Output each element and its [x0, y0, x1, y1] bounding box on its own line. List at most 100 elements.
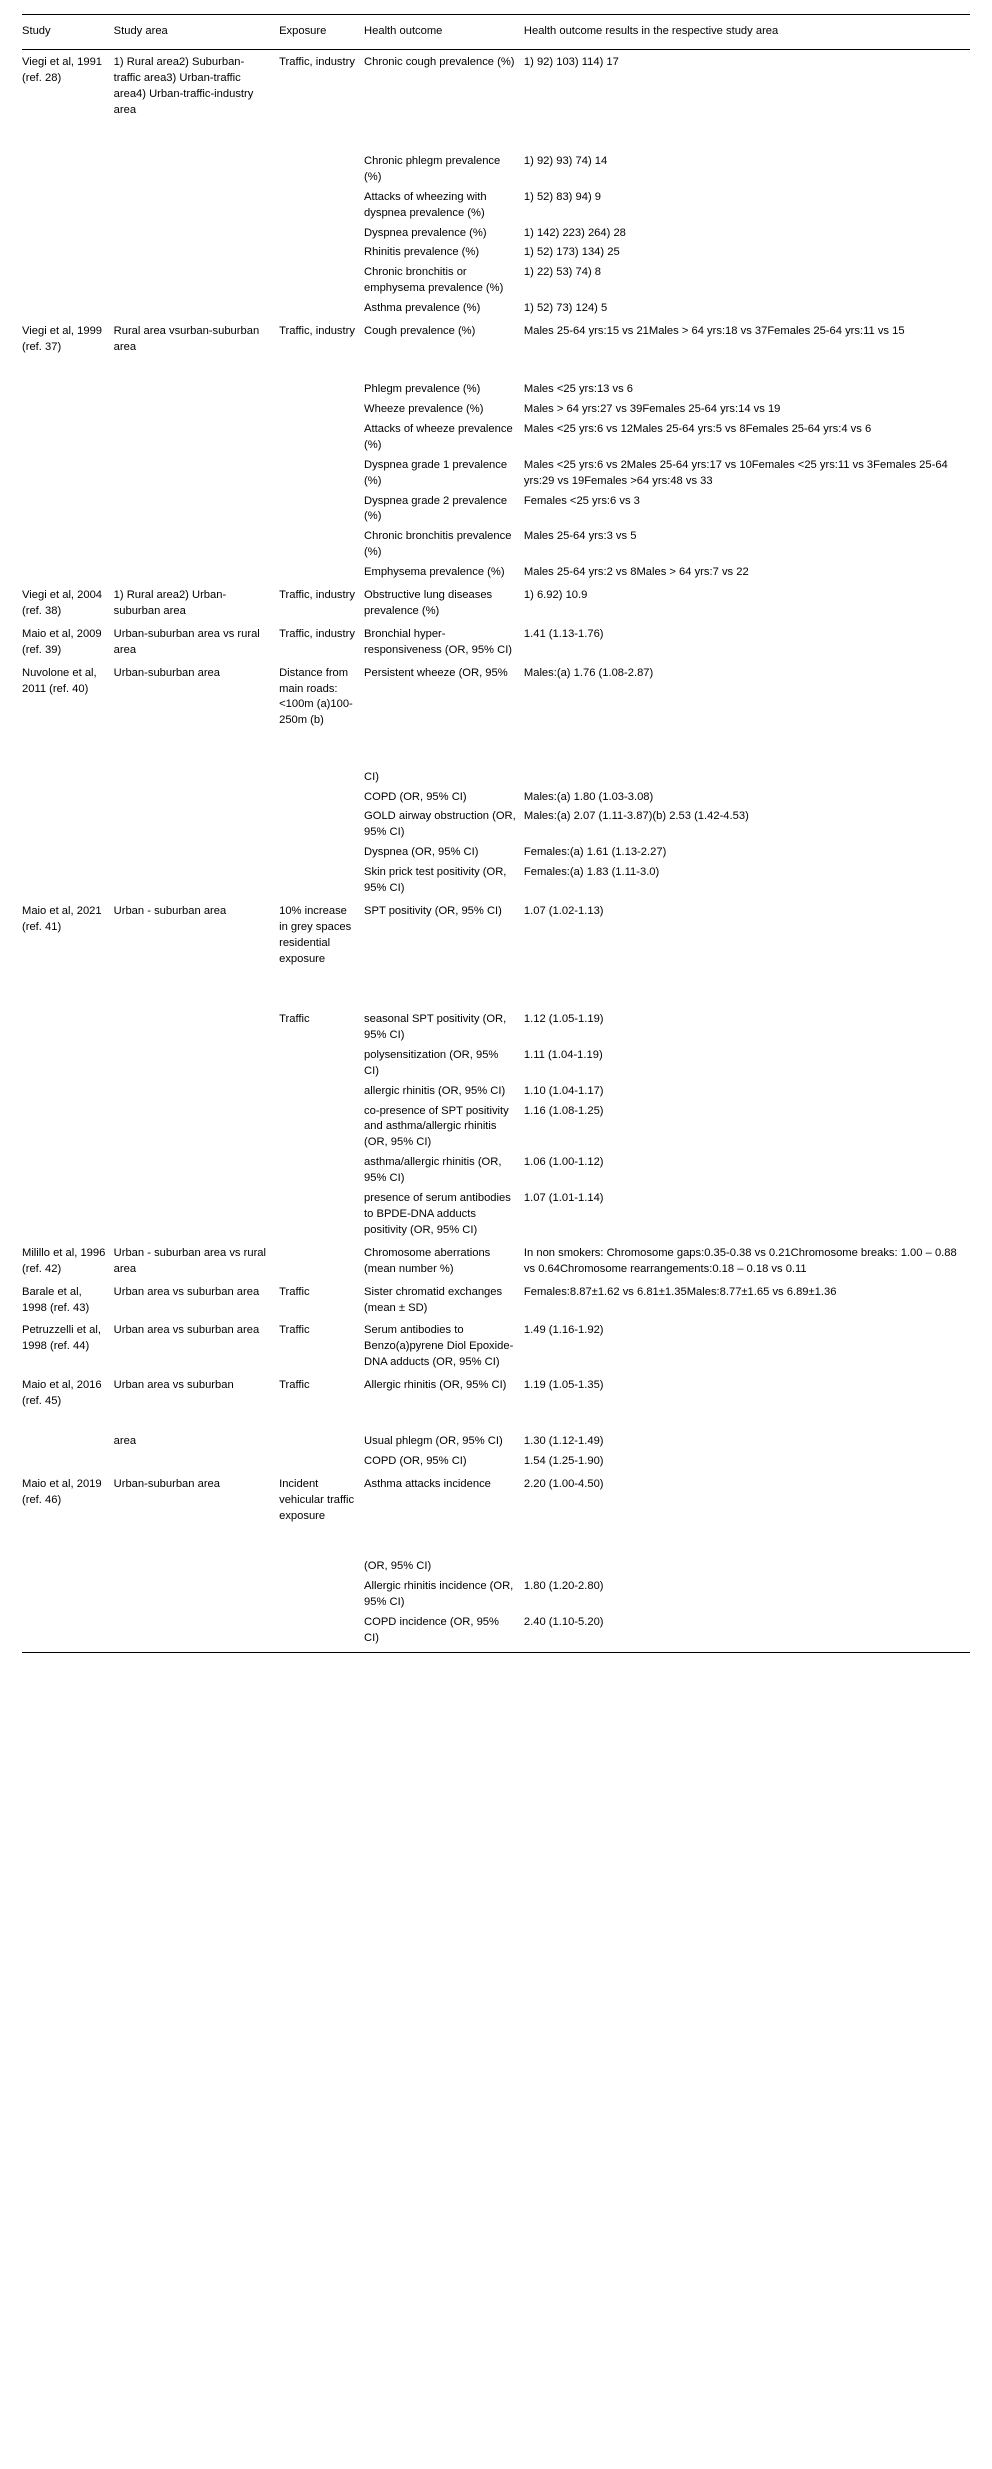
cell-study-area [114, 1577, 279, 1613]
cell-health-outcome: seasonal SPT positivity (OR, 95% CI) [364, 1013, 507, 1041]
cell-health-outcome-results: Males <25 yrs:6 vs 12Males 25-64 yrs:5 v… [523, 422, 872, 435]
cell-exposure [279, 188, 364, 224]
cell-health-outcome-results: 1.54 (1.25-1.90) [523, 1455, 604, 1468]
cell-health-outcome: presence of serum antibodies to BPDE-DNA… [364, 1192, 511, 1236]
cell-health-outcome: Bronchial hyper-responsiveness (OR, 95% … [364, 627, 513, 656]
cell-study [22, 188, 114, 224]
study-results-table: Study Study area Exposure Health outcome… [22, 14, 970, 1654]
cell-study-area: 1) Rural area2) Urban-suburban area [113, 589, 227, 617]
cell-exposure [279, 807, 364, 843]
cell-study [22, 527, 114, 563]
cell-health-outcome-results: Females <25 yrs:6 vs 3 [523, 494, 640, 507]
cell-study-area [114, 1452, 279, 1472]
table-row: Attacks of wheeze prevalence (%) Males <2… [22, 420, 970, 456]
cell-study [22, 299, 114, 319]
cell-study-area [114, 843, 279, 863]
cell-study [22, 1432, 114, 1452]
cell-study-area: Urban area vs suburban area [113, 1324, 260, 1337]
cell-health-outcome: Dyspnea grade 1 prevalence (%) [364, 458, 508, 487]
cell-exposure: Traffic, industry [279, 589, 355, 602]
cell-health-outcome-results: 1) 22) 53) 74) 8 [523, 266, 602, 279]
cell-health-outcome-results: Males > 64 yrs:27 vs 39Females 25-64 yrs… [523, 402, 781, 415]
table-row: Attacks of wheezing with dyspnea prevale… [22, 188, 970, 224]
cell-health-outcome-results: 1) 92) 103) 114) 17 [523, 55, 619, 68]
cell-exposure [279, 527, 364, 563]
cell-health-outcome-results: 1) 52) 173) 134) 25 [523, 246, 620, 259]
table-row: Maio et al, 2016 (ref. 45) Urban area vs … [22, 1373, 970, 1432]
cell-exposure [279, 843, 364, 863]
cell-study: Maio et al, 2016 (ref. 45) [22, 1379, 102, 1408]
cell-study-area [114, 788, 279, 808]
cell-health-outcome-results: In non smokers: Chromosome gaps:0.35-0.3… [523, 1246, 957, 1275]
cell-study-area [114, 380, 279, 400]
cell-study-area [113, 1612, 280, 1654]
cell-health-outcome-results: Males:(a) 2.07 (1.11-3.87)(b) 2.53 (1.42… [523, 810, 749, 823]
cell-exposure [279, 400, 364, 420]
table-row: COPD (OR, 95% CI) Males:(a) 1.80 (1.03-3.… [22, 788, 970, 808]
column-header-study: Study [22, 14, 114, 50]
cell-study: Maio et al, 2009 (ref. 39) [22, 627, 102, 656]
cell-study-area: Urban area vs suburban [113, 1379, 234, 1392]
cell-study [22, 563, 114, 583]
cell-study-area: Urban area vs suburban area [113, 1285, 260, 1298]
cell-health-outcome-results: 1) 6.92) 10.9 [523, 589, 588, 602]
cell-health-outcome: Attacks of wheezing with dyspnea prevale… [364, 190, 487, 219]
cell-health-outcome-results: Males:(a) 1.80 (1.03-3.08) [523, 790, 654, 803]
cell-study [22, 1612, 114, 1654]
table-row: Viegi et al, 1999 (ref. 37) Rural area vs… [22, 319, 970, 380]
table-row: Wheeze prevalence (%) Males > 64 yrs:27 v… [22, 400, 970, 420]
cell-text: Allergic rhinitis (OR, 95% CI) [364, 1379, 507, 1392]
cell-exposure [279, 1577, 364, 1613]
table-row: Maio et al, 2019 (ref. 46) Urban-suburban… [22, 1472, 970, 1577]
cell-exposure [279, 152, 364, 188]
cell-exposure [279, 1046, 364, 1082]
table-row: Dyspnea (OR, 95% CI) Females:(a) 1.61 (1.… [22, 843, 970, 863]
cell-study-area [114, 1046, 279, 1082]
table-row: Rhinitis prevalence (%) 1) 52) 173) 134) … [22, 243, 970, 263]
cell-exposure [279, 1432, 364, 1452]
cell-study-area: 1) Rural area2) Suburban-traffic area3) … [113, 55, 254, 116]
cell-health-outcome: Dyspnea (OR, 95% CI) [364, 846, 479, 859]
cell-health-outcome: Skin prick test positivity (OR, 95% CI) [364, 866, 507, 895]
cell-health-outcome: Cough prevalence (%) [364, 319, 524, 380]
table-row: area Usual phlegm (OR, 95% CI) 1.30 (1.12-… [22, 1432, 970, 1452]
cell-health-outcome: Dyspnea grade 2 prevalence (%) [364, 494, 508, 523]
cell-study: Barale et al, 1998 (ref. 43) [22, 1285, 90, 1314]
cell-study: Viegi et al, 1999 (ref. 37) [22, 325, 103, 353]
cell-health-outcome: Chronic bronchitis or emphysema prevalen… [364, 266, 504, 295]
cell-study [22, 788, 114, 808]
table-row: GOLD airway obstruction (OR, 95% CI) Male… [22, 807, 970, 843]
cell-exposure [279, 788, 364, 808]
cell-exposure [279, 380, 364, 400]
cell-exposure [279, 492, 364, 528]
cell-text: Chronic cough prevalence (%) [364, 55, 515, 68]
cell-study-area [114, 1189, 279, 1241]
cell-health-outcome: Usual phlegm (OR, 95% CI) [364, 1435, 503, 1448]
table-row: co-presence of SPT positivity and asthma… [22, 1102, 970, 1154]
cell-text: SPT positivity (OR, 95% CI) [364, 905, 502, 917]
cell-study [22, 456, 114, 492]
cell-health-outcome: Wheeze prevalence (%) [364, 402, 484, 415]
cell-health-outcome-results: 1) 92) 93) 74) 14 [523, 154, 608, 167]
table-header: Study Study area Exposure Health outcome… [22, 14, 970, 50]
cell-health-outcome: allergic rhinitis (OR, 95% CI) [364, 1084, 506, 1097]
cell-health-outcome: Asthma prevalence (%) [364, 302, 481, 315]
cell-health-outcome-results: Males <25 yrs:6 vs 2Males 25-64 yrs:17 v… [523, 458, 948, 487]
table-row: Chronic bronchitis or emphysema prevalen… [22, 263, 970, 299]
cell-health-outcome-results: 1.19 (1.05-1.35) [523, 1379, 604, 1392]
cell-health-outcome-results: 1.30 (1.12-1.49) [523, 1435, 604, 1448]
cell-study [22, 1189, 114, 1241]
table-row: COPD incidence (OR, 95% CI) 2.40 (1.10-5.… [22, 1612, 970, 1654]
cell-health-outcome-results: 2.20 (1.00-4.50) [523, 1477, 604, 1490]
cell-exposure: Distance from main roads: <100m (a)100-2… [279, 666, 353, 727]
cell-exposure: Traffic [279, 1285, 310, 1298]
cell-health-outcome-results: Males:(a) 1.76 (1.08-2.87) [523, 666, 654, 679]
cell-health-outcome-results: 2.40 (1.10-5.20) [523, 1612, 970, 1654]
cell-health-outcome: Obstructive lung diseases prevalence (%) [364, 589, 493, 617]
cell-health-outcome: Attacks of wheeze prevalence (%) [364, 422, 513, 451]
cell-exposure: Traffic [279, 1324, 310, 1337]
cell-exposure [279, 243, 364, 263]
cell-exposure [279, 1189, 364, 1241]
cell-study-area: Rural area vsurban-suburban area [113, 325, 260, 353]
cell-study-area [114, 224, 279, 244]
